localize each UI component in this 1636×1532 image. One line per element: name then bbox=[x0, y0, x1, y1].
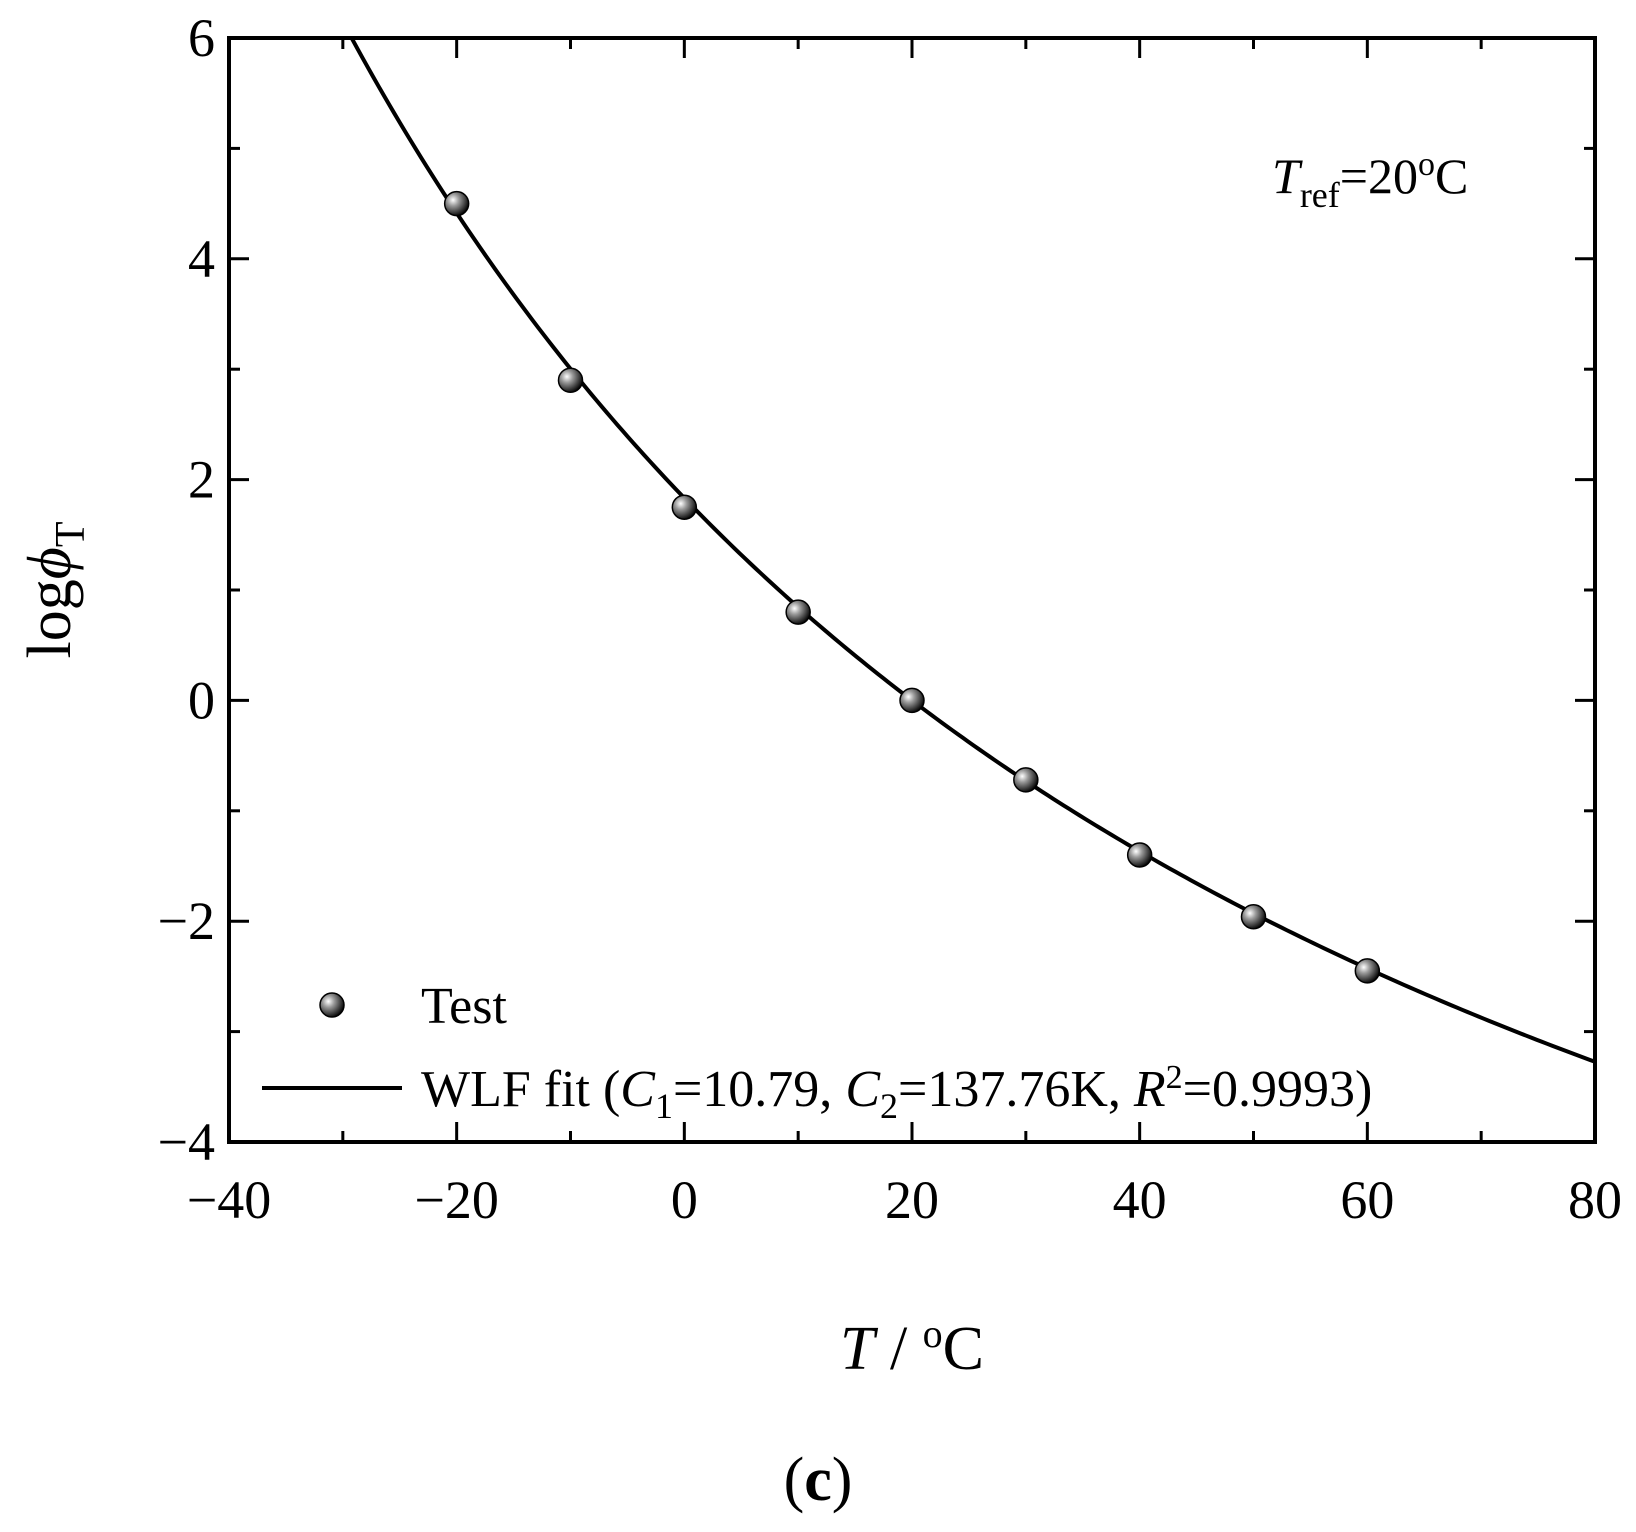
data-point bbox=[1240, 904, 1267, 930]
y-tick-label: 4 bbox=[188, 229, 215, 289]
data-point bbox=[1013, 767, 1039, 793]
data-point bbox=[899, 687, 925, 714]
y-tick-label: 0 bbox=[188, 670, 215, 730]
y-tick-label: 6 bbox=[188, 8, 215, 68]
y-tick-label: 2 bbox=[188, 450, 215, 510]
y-tick-labels: −4 −2 0 2 4 6 bbox=[158, 8, 215, 1172]
data-point bbox=[1354, 958, 1381, 984]
data-point bbox=[671, 494, 698, 520]
x-axis-title: T / oC bbox=[840, 1311, 984, 1383]
x-tick-labels: −40 −20 0 20 40 60 80 bbox=[187, 1170, 1622, 1230]
data-point bbox=[557, 367, 584, 393]
x-tick-label: −40 bbox=[187, 1170, 271, 1230]
panel-label-text: (c) bbox=[784, 1446, 853, 1514]
test-points bbox=[443, 190, 1381, 984]
wlf-fit-line bbox=[349, 38, 1595, 1064]
x-tick-label: −20 bbox=[414, 1170, 498, 1230]
data-point bbox=[785, 599, 811, 625]
legend-marker-test bbox=[319, 992, 345, 1018]
x-tick-label: 40 bbox=[1113, 1170, 1167, 1230]
panel-label: (c) bbox=[784, 1446, 853, 1514]
data-point bbox=[443, 190, 470, 217]
y-tick-label: −4 bbox=[158, 1112, 215, 1172]
x-tick-label: 60 bbox=[1340, 1170, 1394, 1230]
axis-ticks bbox=[227, 36, 1597, 1144]
x-tick-label: 20 bbox=[885, 1170, 939, 1230]
y-axis-title: logϕT bbox=[16, 522, 94, 659]
tref-annotation: Tref=20oC bbox=[1272, 146, 1468, 215]
y-tick-label: −2 bbox=[158, 891, 215, 951]
legend-label-fit: WLF fit (C1=10.79, C2=137.76K, R2=0.9993… bbox=[421, 1059, 1372, 1126]
x-tick-label: 0 bbox=[671, 1170, 698, 1230]
x-tick-label: 80 bbox=[1568, 1170, 1622, 1230]
legend-label-test: Test bbox=[421, 978, 507, 1035]
data-point bbox=[1126, 842, 1153, 868]
legend: Test WLF fit (C1=10.79, C2=137.76K, R2=0… bbox=[262, 978, 1372, 1126]
